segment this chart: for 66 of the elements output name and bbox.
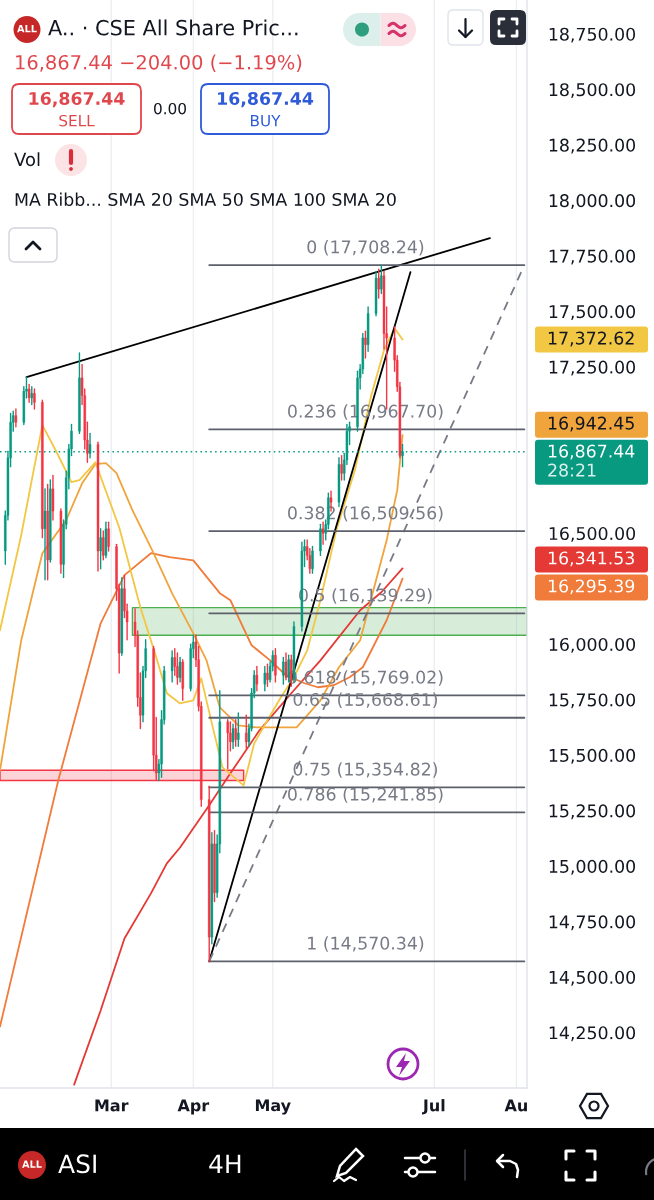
annotation: 16,867.44	[218, 91, 314, 108]
ref-line-label: 16,867.44	[548, 444, 635, 460]
candlestick	[284, 652, 288, 681]
x-tick-label: Au	[504, 1099, 527, 1112]
x-tick-label: May	[255, 1099, 291, 1115]
x-tick-label: Jul	[422, 1099, 445, 1115]
text: 16,341.53	[548, 551, 634, 567]
y-tick-label: 14,500.00	[549, 970, 636, 986]
text: ASI	[58, 1154, 96, 1174]
candlestick	[319, 523, 322, 557]
candlestick	[234, 718, 237, 747]
y-tick-label: 17,750.00	[549, 249, 636, 265]
y-tick-label: 18,000.00	[549, 194, 636, 209]
y-tick-label: 14,250.00	[549, 1026, 636, 1042]
annotation: Vol	[14, 152, 40, 167]
candlestick	[231, 723, 235, 750]
y-tick-label: 18,500.00	[549, 83, 636, 99]
annotation: ALL	[17, 25, 37, 33]
y-tick-label: 16,500.00	[549, 526, 636, 542]
y-tick-label: 15,500.00	[549, 748, 636, 764]
candlestick	[107, 521, 110, 552]
candlestick	[401, 443, 404, 468]
annotation: 0.75 (15,354.82)	[293, 762, 437, 778]
candlestick	[364, 330, 367, 359]
y-tick-label: 14,750.00	[549, 915, 636, 931]
annotation: 1 (14,570.34)	[308, 936, 424, 952]
candlestick	[380, 264, 383, 295]
text: 16,295.39	[548, 579, 635, 595]
candlestick	[245, 714, 248, 750]
text: A.. · CSE All Share Pric...	[48, 19, 298, 36]
y-tick-label: 18,250.00	[549, 138, 636, 154]
candlestick	[282, 656, 285, 685]
y-tick-label: 18,750.00	[549, 27, 636, 43]
candlestick	[237, 712, 240, 747]
y-tick-label: 17,500.00	[549, 305, 636, 320]
text: 16,867.44 −204.00 (−1.19%)	[16, 54, 302, 72]
text: 4H	[209, 1154, 241, 1173]
candlestick	[41, 399, 44, 539]
candlestick	[51, 474, 55, 521]
candlestick	[78, 352, 81, 435]
candlestick	[226, 718, 229, 770]
candlestick	[266, 663, 269, 688]
text: 16,942.45	[548, 416, 634, 432]
y-tick-label: 16,000.00	[549, 637, 636, 653]
y-tick-label: 15,250.00	[549, 804, 636, 820]
x-tick-label: Apr	[177, 1099, 210, 1115]
x-tick-label: Mar	[95, 1099, 129, 1112]
candlestick	[311, 545, 314, 574]
annotation: MA Ribb... SMA 20 SMA 50 SMA 100 SMA 20	[15, 192, 396, 207]
annotation: 0 (17,708.24)	[307, 240, 424, 256]
annotation: BUY	[251, 115, 281, 127]
annotation: SELL	[59, 114, 95, 127]
candlestick	[377, 268, 380, 299]
candlestick	[287, 654, 290, 683]
candlestick	[46, 483, 49, 581]
text: ALL	[22, 1160, 42, 1168]
annotation: 16,867.44	[29, 91, 125, 108]
annotation: 0.00	[154, 102, 186, 115]
candlestick	[170, 650, 174, 683]
text: 28:21	[548, 463, 596, 477]
candlestick	[274, 647, 277, 683]
annotation: 0.786 (15,241.85)	[288, 787, 443, 803]
y-tick-label: 15,750.00	[549, 693, 636, 709]
text: 17,372.62	[548, 331, 634, 347]
y-tick-label: 15,000.00	[549, 859, 636, 875]
y-tick-label: 17,250.00	[549, 360, 636, 376]
